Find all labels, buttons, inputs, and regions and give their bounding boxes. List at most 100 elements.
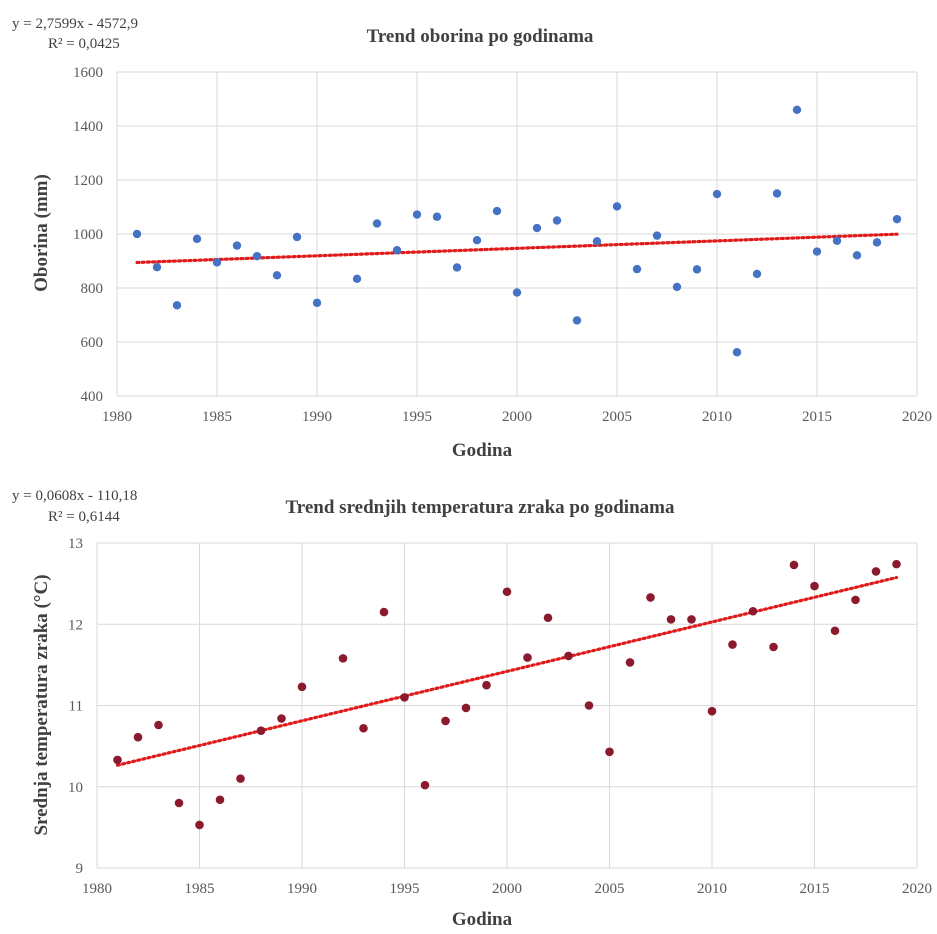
x-tick-label: 2015 (800, 881, 830, 897)
y-tick-label: 9 (76, 861, 84, 877)
gridlines (96, 542, 918, 869)
data-point (154, 720, 163, 730)
data-point (215, 795, 225, 805)
data-point (359, 723, 368, 733)
x-tick-label: 2015 (802, 409, 832, 425)
x-tick-label: 1985 (185, 881, 215, 897)
data-point (461, 703, 471, 713)
data-point (352, 274, 362, 284)
data-point (502, 587, 512, 597)
x-tick-label: 2005 (602, 409, 632, 425)
data-point (133, 732, 143, 742)
data-point (482, 680, 491, 690)
data-point (892, 214, 902, 224)
x-tick-label: 1980 (102, 409, 132, 425)
trendline (135, 232, 899, 265)
x-tick-label: 1985 (202, 409, 232, 425)
data-point (432, 212, 442, 221)
data-point (532, 223, 542, 233)
data-point (472, 236, 482, 245)
data-point (452, 263, 462, 272)
data-point (632, 264, 642, 274)
data-point (872, 238, 882, 247)
data-point (132, 229, 142, 239)
y-tick-label: 1200 (73, 173, 103, 189)
y-tick-label: 12 (68, 617, 83, 633)
y-tick-label: 800 (81, 281, 104, 297)
data-point (712, 189, 722, 199)
y-tick-label: 13 (68, 536, 83, 552)
data-point (592, 237, 602, 246)
data-point (192, 234, 202, 244)
r-squared: R² = 0,0425 (48, 36, 120, 52)
data-point (752, 269, 762, 279)
data-point (400, 693, 409, 702)
data-point (564, 651, 573, 661)
data-point (172, 301, 182, 310)
y-tick-label: 10 (68, 780, 83, 796)
x-tick-label: 2010 (697, 881, 727, 897)
data-point (707, 706, 717, 716)
chart-title: Trend oborina po godinama (367, 26, 594, 47)
x-tick-labels: 1980 1985 1990 1995 2000 2005 2010 2015 2020 (102, 409, 932, 425)
data-point (769, 642, 778, 652)
data-point (792, 105, 802, 115)
trendline-line (135, 232, 899, 265)
data-point (692, 265, 702, 274)
data-point (379, 607, 389, 617)
temperature-chart: y = 0,0608x - 110,18 R² = 0,6144 Trend s… (12, 488, 932, 930)
data-point (687, 615, 696, 624)
data-point (512, 288, 522, 297)
x-tick-label: 2000 (502, 409, 532, 425)
x-tick-label: 1995 (390, 881, 420, 897)
y-tick-label: 1400 (73, 119, 103, 135)
data-point (152, 263, 162, 272)
data-point (277, 714, 286, 723)
data-point (392, 246, 402, 255)
data-point (236, 774, 245, 783)
data-point (605, 747, 614, 757)
data-point (523, 653, 532, 662)
x-tick-label: 2010 (702, 409, 732, 425)
data-point (666, 615, 676, 624)
trend-equation: y = 0,0608x - 110,18 (12, 488, 137, 504)
y-tick-label: 400 (81, 389, 104, 405)
data-point (852, 251, 862, 260)
data-point (552, 216, 562, 225)
data-point (572, 316, 582, 325)
trendline-line (115, 575, 899, 767)
data-point (732, 348, 742, 357)
data-point (372, 219, 382, 228)
data-points (132, 105, 902, 357)
data-point (338, 654, 348, 663)
data-point (543, 613, 553, 623)
data-point (728, 640, 737, 649)
data-point (851, 595, 860, 605)
data-point (174, 798, 184, 808)
x-tick-label: 2005 (595, 881, 625, 897)
y-tick-label: 11 (69, 699, 83, 715)
data-point (297, 682, 307, 692)
y-tick-label: 600 (81, 335, 104, 351)
x-tick-label: 1995 (402, 409, 432, 425)
y-tick-label: 1000 (73, 227, 103, 243)
data-points (113, 559, 901, 830)
x-tick-label: 1990 (302, 409, 332, 425)
y-tick-label: 1600 (73, 65, 103, 81)
data-point (748, 606, 758, 616)
data-point (812, 247, 822, 256)
data-point (441, 716, 450, 726)
data-point (420, 780, 430, 790)
data-point (584, 701, 594, 710)
precipitation-chart: y = 2,7599x - 4572,9 R² = 0,0425 Trend o… (12, 16, 932, 461)
data-point (412, 210, 422, 219)
x-tick-label: 2020 (902, 409, 932, 425)
data-point (772, 189, 782, 198)
y-axis-title: Oborina (mm) (31, 174, 52, 292)
x-tick-label: 2000 (492, 881, 522, 897)
r-squared: R² = 0,6144 (48, 509, 120, 525)
data-point (272, 271, 282, 280)
x-tick-label: 1990 (287, 881, 317, 897)
data-point (871, 567, 881, 576)
